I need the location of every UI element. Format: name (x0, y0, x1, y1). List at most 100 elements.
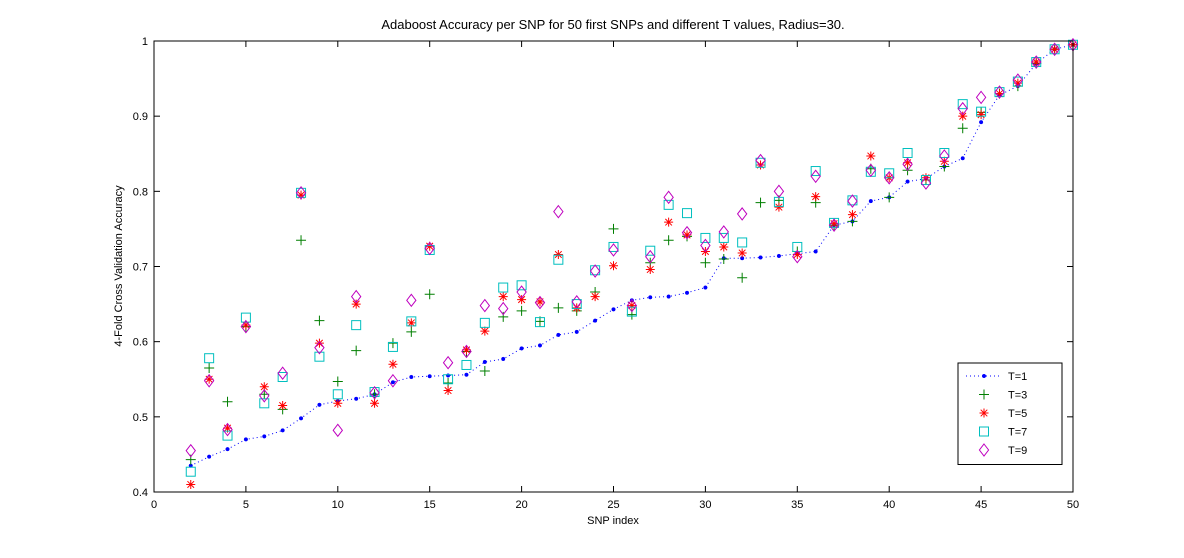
data-point (792, 249, 803, 264)
data-point (427, 374, 432, 379)
data-point (774, 202, 784, 212)
data-point (498, 282, 509, 293)
data-point (700, 257, 711, 268)
data-point (865, 163, 877, 178)
data-point (185, 443, 196, 458)
data-point (902, 157, 913, 172)
data-point (314, 351, 325, 362)
data-point (611, 307, 616, 312)
data-point (920, 176, 932, 190)
data-point (609, 261, 618, 271)
data-point (498, 292, 508, 302)
x-tick-label: 15 (424, 499, 436, 511)
data-point (682, 230, 692, 240)
data-point (556, 332, 561, 337)
data-point (663, 199, 674, 210)
data-point (369, 385, 380, 400)
data-point (207, 454, 212, 459)
data-point (905, 179, 910, 184)
data-point (222, 396, 233, 407)
data-point (388, 359, 398, 369)
data-point (957, 99, 968, 110)
legend-entry: T=5 (979, 408, 1027, 420)
data-point (648, 295, 653, 300)
data-point (776, 253, 781, 259)
data-point (884, 168, 895, 179)
data-point (298, 416, 304, 421)
data-point (461, 359, 472, 370)
x-tick-label: 5 (243, 499, 249, 511)
x-axis-label: SNP index (587, 515, 639, 527)
legend-marker (979, 426, 989, 437)
data-point (1031, 55, 1042, 69)
data-point (406, 293, 417, 308)
data-point (883, 170, 895, 185)
x-tick-label: 0 (151, 499, 157, 511)
data-point (497, 301, 509, 316)
legend-entry: T=1 (966, 371, 1027, 383)
data-point (828, 218, 840, 232)
data-point (240, 312, 251, 323)
chart-title: Adaboost Accuracy per SNP for 50 first S… (381, 17, 844, 32)
data-point (351, 299, 361, 309)
data-point (370, 398, 380, 408)
data-point (223, 423, 233, 433)
data-point (626, 298, 638, 313)
data-point (482, 359, 487, 365)
data-point (479, 317, 490, 328)
data-point (333, 398, 343, 408)
data-point (682, 208, 693, 219)
data-point (829, 219, 839, 229)
series-t-5 (186, 40, 1078, 489)
legend: T=1 T=3 T=5 T=7 T=9 (957, 362, 1063, 465)
data-point (479, 298, 491, 313)
legend-marker (978, 443, 990, 457)
data-point (424, 241, 435, 256)
data-point (461, 344, 472, 359)
data-point (480, 326, 490, 336)
legend-entry: T=7 (979, 426, 1027, 439)
y-tick-label: 1 (142, 36, 148, 48)
data-point (534, 295, 546, 310)
data-point (773, 184, 785, 199)
data-point (390, 380, 395, 385)
data-point (537, 343, 543, 348)
data-point (351, 320, 362, 331)
data-point (516, 285, 527, 299)
x-tick-label: 40 (883, 499, 895, 511)
data-point (314, 315, 325, 326)
data-point (663, 235, 674, 246)
data-point (296, 235, 307, 246)
data-point (645, 245, 656, 256)
y-tick-label: 0.4 (133, 487, 148, 499)
data-point (442, 355, 454, 370)
data-point (868, 199, 873, 204)
x-tick-label: 45 (975, 499, 987, 511)
data-point (409, 374, 414, 380)
data-point (684, 290, 690, 295)
data-point (664, 217, 674, 227)
data-point (920, 175, 931, 186)
data-point (350, 289, 362, 304)
data-point (866, 151, 876, 161)
x-axis: 0 5 10 15 20 25 30 35 40 45 50 (151, 41, 1079, 511)
data-point (939, 149, 950, 163)
data-point (718, 232, 729, 243)
legend-entry: T=3 (979, 389, 1027, 402)
data-point (755, 197, 766, 208)
data-point (626, 306, 637, 317)
data-point (259, 398, 270, 409)
data-point (446, 373, 451, 378)
data-point (519, 346, 524, 351)
data-point (204, 353, 215, 364)
data-point (645, 249, 656, 264)
data-point (755, 153, 766, 168)
data-point (979, 120, 984, 125)
data-point (241, 320, 251, 330)
data-point (663, 190, 674, 205)
data-point (351, 345, 362, 356)
x-tick-label: 50 (1067, 499, 1079, 511)
data-point (847, 210, 857, 220)
data-point (517, 295, 527, 305)
